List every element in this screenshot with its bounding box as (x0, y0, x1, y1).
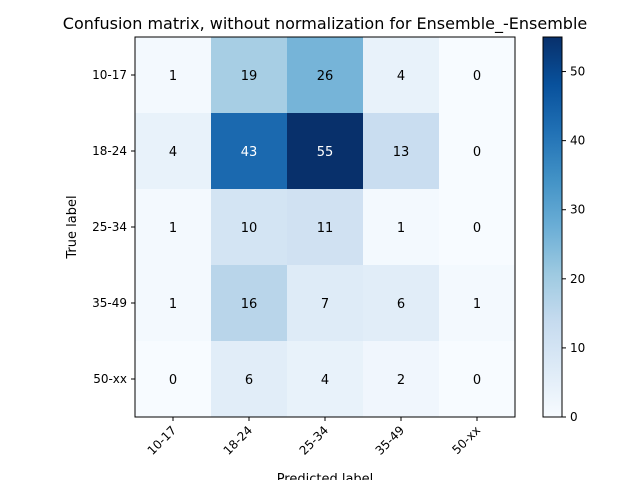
cell-value: 4 (169, 145, 177, 160)
x-tick-label: 18-24 (221, 423, 256, 458)
heatmap-cell (287, 341, 364, 418)
heatmap-cell (135, 113, 212, 190)
cell-value: 26 (317, 69, 334, 84)
cell-value: 4 (397, 69, 405, 84)
heatmap-cell (439, 341, 516, 418)
cell-value: 7 (321, 297, 329, 312)
cell-value: 1 (169, 69, 177, 84)
heatmap-cell (135, 265, 212, 342)
y-tick-label: 10-17 (92, 68, 127, 82)
cell-value: 11 (317, 221, 334, 236)
cell-value: 0 (473, 373, 481, 388)
heatmap-cell (439, 189, 516, 266)
cell-value: 0 (169, 373, 177, 388)
y-axis-label: True label (65, 195, 80, 259)
chart-title: Confusion matrix, without normalization … (63, 14, 587, 34)
cell-value: 43 (241, 145, 258, 160)
heatmap-cell (211, 265, 288, 342)
heatmap-cell (363, 113, 440, 190)
heatmap-cell (211, 37, 288, 114)
cell-value: 1 (169, 297, 177, 312)
heatmap-cell (211, 113, 288, 190)
heatmap-cell (287, 37, 364, 114)
colorbar-tick-label: 40 (570, 134, 585, 148)
x-tick-label: 10-17 (145, 423, 180, 458)
heatmap-cell (135, 37, 212, 114)
cell-value: 0 (473, 145, 481, 160)
heatmap-cell (287, 113, 364, 190)
x-tick-label: 50-xx (449, 423, 483, 457)
colorbar-ticks: 0 10 20 30 40 50 (562, 65, 585, 424)
colorbar-tick-label: 0 (570, 410, 578, 424)
y-tick-label: 35-49 (92, 296, 127, 310)
cell-value: 10 (241, 221, 258, 236)
heatmap-cell (363, 265, 440, 342)
cell-value: 0 (473, 69, 481, 84)
cell-value: 6 (245, 373, 253, 388)
cell-value: 19 (241, 69, 258, 84)
heatmap-cell (439, 265, 516, 342)
heatmap-cell (363, 189, 440, 266)
cell-value: 6 (397, 297, 405, 312)
cell-value: 1 (473, 297, 481, 312)
heatmap-cell (363, 37, 440, 114)
cell-value: 0 (473, 221, 481, 236)
x-tick-label: 35-49 (373, 423, 408, 458)
heatmap-cell (287, 189, 364, 266)
heatmap-cells (135, 37, 516, 418)
cell-value: 55 (317, 145, 334, 160)
cell-value: 13 (393, 145, 410, 160)
cell-value: 2 (397, 373, 405, 388)
cell-value: 1 (397, 221, 405, 236)
colorbar-tick-label: 50 (570, 65, 585, 79)
heatmap-cell (439, 37, 516, 114)
heatmap-cell (287, 265, 364, 342)
heatmap-cell (211, 341, 288, 418)
x-axis-label: Predicted label (277, 472, 374, 480)
x-tick-label: 25-34 (297, 423, 332, 458)
y-tick-label: 25-34 (92, 220, 127, 234)
heatmap-cell (211, 189, 288, 266)
x-axis-ticks: 10-17 18-24 25-34 35-49 50-xx (145, 417, 483, 458)
y-tick-label: 18-24 (92, 144, 127, 158)
cell-value: 4 (321, 373, 329, 388)
heatmap-cell (363, 341, 440, 418)
heatmap-cell (135, 341, 212, 418)
colorbar-tick-label: 20 (570, 272, 585, 286)
cell-value: 1 (169, 221, 177, 236)
colorbar-tick-label: 30 (570, 203, 585, 217)
cell-annotations: 1 19 26 4 04 43 55 13 01 10 11 1 01 16 7 6 10 6 4 2 0 (169, 69, 481, 388)
heatmap-cell (135, 189, 212, 266)
colorbar-tick-label: 10 (570, 341, 585, 355)
y-axis-ticks: 10-17 18-24 25-34 35-49 50-xx (92, 68, 135, 386)
heatmap-cell (439, 113, 516, 190)
colorbar (542, 36, 563, 418)
y-tick-label: 50-xx (93, 372, 127, 386)
cell-value: 16 (241, 297, 258, 312)
